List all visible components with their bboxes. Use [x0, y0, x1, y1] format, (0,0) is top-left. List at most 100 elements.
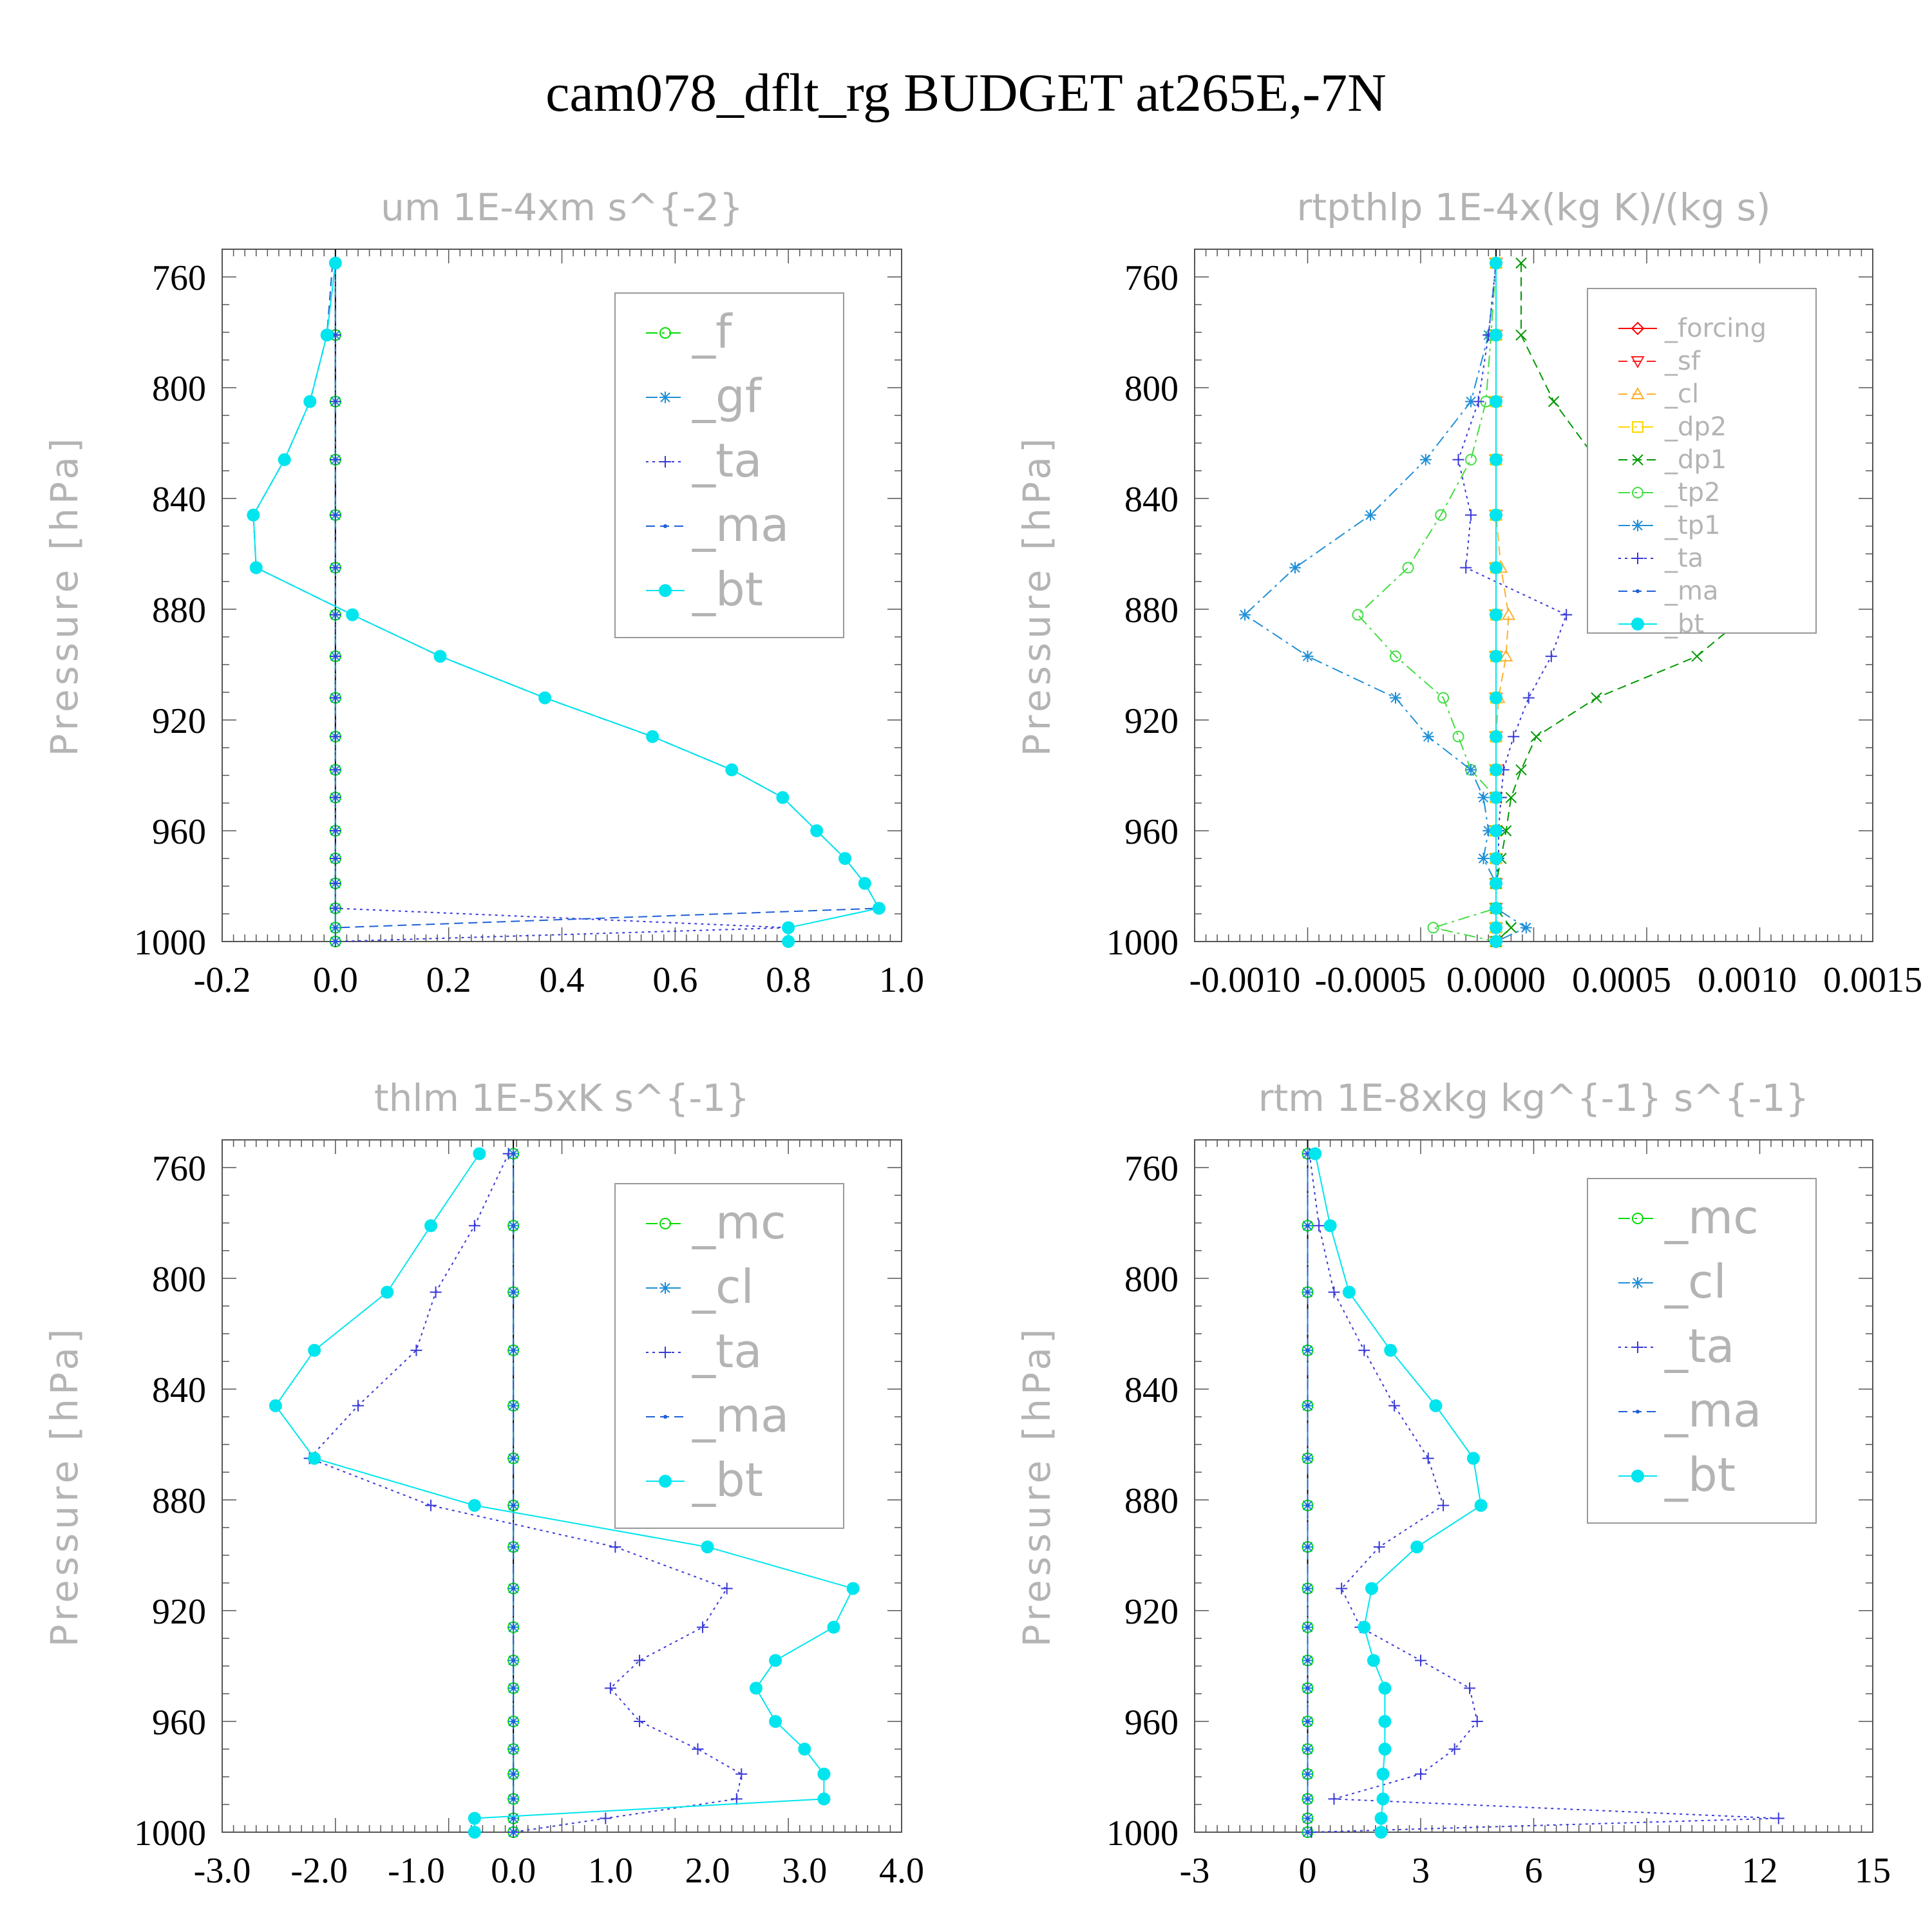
x-tick-label: 1.0 [879, 960, 924, 1000]
data-point [858, 876, 871, 890]
data-point [1352, 609, 1364, 621]
data-point [1490, 328, 1502, 342]
data-point [269, 1399, 282, 1412]
data-point [308, 1343, 321, 1357]
legend-label: _ta [1664, 1319, 1734, 1373]
data-point [1490, 561, 1502, 574]
legend-entry: _ta [1618, 1319, 1734, 1373]
data-point [769, 1715, 782, 1728]
series-line [1457, 263, 1567, 942]
data-point [776, 791, 790, 804]
data-point [320, 328, 334, 342]
data-point [1515, 257, 1527, 269]
data-point [1465, 453, 1477, 466]
y-tick-label: 1000 [1106, 1814, 1179, 1853]
data-point [329, 791, 341, 804]
data-point [1471, 1716, 1483, 1727]
data-point [329, 692, 341, 704]
data-point [1419, 453, 1432, 466]
data-point [1448, 1743, 1461, 1755]
legend-marker [659, 1218, 671, 1229]
data-point [511, 1686, 516, 1690]
y-tick-label: 920 [152, 701, 206, 741]
data-point [333, 940, 337, 943]
data-point [468, 1826, 481, 1839]
legend: _forcing _sf_cl_dp2_dp1 _tp2 _tp1 _ta _ma_bt [1587, 288, 1817, 639]
data-point [1376, 1767, 1390, 1781]
series-ma [1305, 1151, 1310, 1834]
legend-marker [1632, 487, 1643, 498]
y-tick-label: 880 [1124, 591, 1179, 630]
data-point [1560, 609, 1573, 621]
legend-label: _cl [1664, 1255, 1727, 1309]
x-tick-label: 2.0 [685, 1851, 730, 1891]
data-point [329, 853, 341, 864]
legend-entry: _bt [646, 562, 763, 616]
data-point [424, 1219, 438, 1233]
data-point [1490, 650, 1502, 663]
legend-marker [1631, 618, 1644, 630]
y-axis-label: Pressure [hPa] [43, 1325, 86, 1647]
legend-marker [1632, 553, 1643, 564]
data-point [1490, 824, 1502, 837]
legend-entry: _bt [1618, 1448, 1736, 1502]
data-point [329, 764, 341, 776]
y-axis-label: Pressure [hPa] [43, 434, 86, 756]
data-point [329, 395, 341, 408]
data-point [730, 1793, 743, 1805]
data-point [872, 902, 886, 915]
x-tick-label: 0.4 [540, 960, 585, 1000]
legend-entry: _dp2 [1618, 412, 1727, 442]
data-point [1328, 1286, 1340, 1298]
series-bt [1490, 256, 1502, 948]
legend-entry: _ma [646, 498, 789, 552]
data-point [303, 395, 317, 408]
legend-entry: _ma [646, 1388, 789, 1443]
legend-marker [1632, 421, 1643, 433]
x-tick-label: 3.0 [782, 1851, 827, 1891]
data-point [1482, 825, 1495, 837]
data-point [1305, 1151, 1310, 1156]
legend-label: _mc [1664, 1190, 1759, 1244]
legend-entry: _cl [1618, 379, 1699, 409]
y-tick-label: 880 [152, 1481, 206, 1521]
data-point [1305, 1545, 1310, 1549]
data-point [1367, 1654, 1380, 1667]
data-point [1305, 1403, 1310, 1408]
data-point [749, 1681, 762, 1695]
x-tick-label: 3 [1412, 1851, 1430, 1891]
x-tick-label: 0.2 [426, 960, 471, 1000]
data-point [1410, 1540, 1424, 1554]
data-point [511, 1545, 516, 1549]
data-point [346, 608, 359, 621]
y-tick-label: 1000 [1106, 923, 1179, 963]
data-point [1305, 1797, 1310, 1801]
data-point [817, 1767, 831, 1781]
x-tick-label: 0.0010 [1698, 960, 1797, 1000]
legend-marker [1636, 1410, 1640, 1414]
series-ma [511, 1151, 516, 1834]
data-point [1691, 650, 1703, 662]
legend-marker [663, 524, 667, 528]
legend-marker [659, 1282, 671, 1294]
legend-entry: _gf [646, 369, 762, 423]
data-point [1490, 921, 1502, 934]
y-tick-label: 920 [1124, 1592, 1179, 1632]
y-tick-label: 800 [152, 1260, 206, 1300]
data-point [468, 1499, 481, 1512]
data-point [1505, 791, 1517, 804]
data-point [1490, 453, 1502, 466]
data-point [1305, 1224, 1310, 1228]
data-point [511, 1772, 516, 1776]
legend-marker [659, 327, 671, 339]
x-tick-label: -2.0 [290, 1851, 348, 1891]
data-point [468, 1812, 481, 1825]
legend-entry: _ma [1618, 576, 1718, 606]
data-point [511, 1403, 516, 1408]
data-point [329, 730, 341, 743]
data-point [1374, 1826, 1388, 1839]
y-axis-label: Pressure [hPa] [1015, 1325, 1059, 1647]
legend: _mc _cl _ta _ma _bt [614, 1183, 844, 1529]
x-tick-label: -0.0010 [1189, 960, 1301, 1000]
